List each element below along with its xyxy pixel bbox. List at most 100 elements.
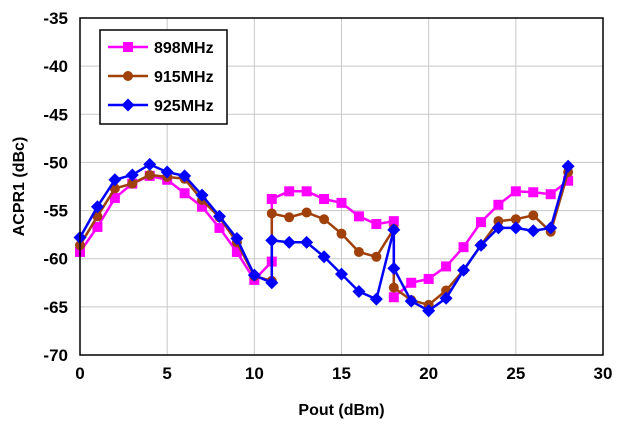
data-point [265,233,279,247]
x-axis-title: Pout (dBm) [298,402,384,419]
data-point [493,216,504,227]
data-point [319,214,330,225]
data-point [300,235,314,249]
data-point [92,221,103,232]
x-tick-label: 0 [75,364,84,383]
data-point [92,211,103,222]
data-point [404,294,418,308]
data-point [509,221,523,235]
data-point [457,263,471,277]
y-tick-label: -60 [43,250,68,269]
data-point [179,188,190,199]
data-point [352,284,366,298]
x-tick-label: 30 [594,364,613,383]
data-point [458,242,469,253]
legend-marker [123,42,133,52]
series-line [78,162,570,313]
data-point [335,267,348,281]
data-point [422,304,436,318]
data-point [371,251,382,262]
data-point [441,261,452,272]
legend-item: 925MHz [108,98,214,115]
y-tick-label: -70 [43,346,68,365]
y-tick-label: -55 [43,202,68,221]
legend-item: 898MHz [108,40,214,57]
legend-label: 898MHz [154,40,214,57]
legend-label: 925MHz [154,98,214,115]
y-tick-label: -65 [43,298,68,317]
y-axis-title: ACPR1 (dBc) [11,137,28,237]
data-point [336,197,347,208]
x-tick-label: 25 [506,364,525,383]
series-line [78,171,570,307]
data-point [388,292,399,303]
data-point [90,200,104,214]
data-point [247,268,261,282]
data-point [510,186,521,197]
series-915MHz [75,167,574,310]
data-point [144,169,155,180]
x-tick-label: 10 [245,364,264,383]
legend-marker [123,71,133,81]
data-point [319,194,330,205]
legend-label: 915MHz [154,69,214,86]
data-point [353,211,364,222]
series-925MHz [73,157,575,318]
data-point [231,246,242,257]
data-point [143,157,157,171]
legend: 898MHz 915MHz 925MHz [99,29,228,125]
data-point [108,173,122,187]
data-point [388,216,399,227]
data-point [371,219,382,230]
data-point [510,214,521,225]
data-point [214,222,225,233]
data-point [197,201,208,212]
x-tick-label: 15 [332,364,351,383]
data-point [491,221,505,235]
data-point [212,209,226,223]
data-point [528,187,539,198]
data-point [282,235,296,249]
data-point [563,175,574,186]
data-point [439,291,453,305]
data-point [387,223,401,237]
data-point [544,221,558,235]
tick-labels: 0 5 10 15 20 25 30 -35 -40 -45 -50 -55 -60 -65 -70 [43,9,612,383]
x-tick-label: 20 [419,364,438,383]
data-point [301,207,312,218]
data-point [266,194,277,205]
data-point [545,189,556,200]
data-point [284,186,295,197]
y-tick-label: -50 [43,153,68,172]
y-tick-label: -35 [43,9,68,28]
legend-marker [121,98,135,112]
data-point [475,217,486,228]
data-point [387,261,401,275]
data-point [336,228,347,239]
data-point [178,169,192,183]
data-point [369,292,383,306]
data-point [109,193,120,204]
data-point [474,238,488,252]
data-point [127,178,138,189]
series-898MHz [75,170,574,303]
data-point [125,168,139,182]
data-point [493,199,504,210]
data-point [561,159,575,173]
data-point [195,188,209,202]
data-point [528,210,539,221]
data-point [317,250,331,264]
x-tick-label: 5 [162,364,171,383]
legend-item: 915MHz [108,69,214,86]
data-point [526,224,540,238]
data-point [301,186,312,197]
data-point [423,273,434,284]
data-point [265,276,279,290]
data-point [353,246,364,257]
series-layer [73,157,575,318]
y-tick-label: -45 [43,105,68,124]
y-tick-label: -40 [43,57,68,76]
data-point [284,212,295,223]
data-point [388,282,399,293]
